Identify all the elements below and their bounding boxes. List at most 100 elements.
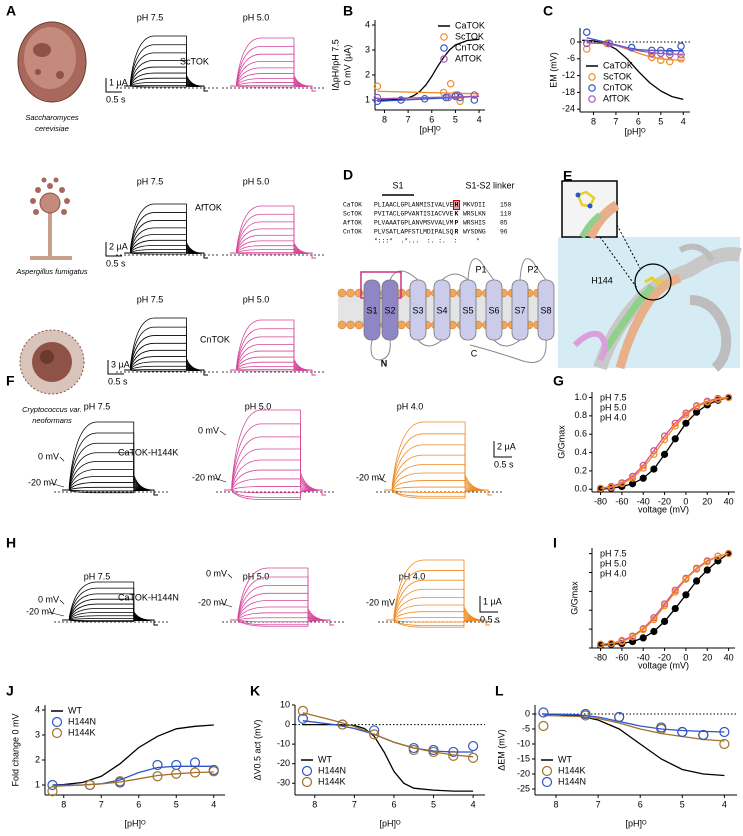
data-point	[171, 768, 182, 779]
voltage-label: 0 mV	[38, 594, 59, 604]
data-point	[448, 750, 459, 761]
legend-label: WT	[68, 705, 82, 715]
x-tick-label: 8	[312, 799, 317, 809]
scale-bar	[493, 441, 512, 458]
legend-swatch	[301, 765, 313, 777]
data-point	[677, 42, 685, 51]
x-tick-label: 7	[99, 799, 104, 809]
data-point	[650, 450, 658, 458]
data-point	[660, 436, 669, 444]
y-tick-label: 0	[525, 708, 530, 718]
residue-number: 96	[500, 229, 508, 236]
legend-swatch	[588, 84, 596, 92]
voltage-pointer	[377, 477, 387, 483]
current-trace	[124, 35, 208, 92]
condition-label: pH 5.0	[243, 12, 270, 22]
scale-bar	[479, 596, 498, 613]
voltage-label: -20 mV	[356, 472, 385, 482]
data-point	[639, 626, 647, 634]
current-trace	[230, 234, 316, 259]
sequence: PVITACLGPVANTISIACVVE	[374, 211, 454, 218]
current-trace	[230, 46, 316, 92]
voltage-label: 0 mV	[198, 425, 219, 435]
helix	[511, 279, 529, 341]
legend-label: ScTOK	[603, 71, 632, 81]
lipid-head	[354, 320, 364, 330]
legend-swatch	[51, 716, 63, 728]
condition-label: pH 4.0	[399, 571, 426, 581]
current-trace	[230, 319, 316, 376]
data-point	[47, 786, 58, 797]
organism-name: cerevisiae	[35, 124, 69, 133]
legend-label: WT	[558, 754, 572, 764]
legend-label: AfTOK	[455, 53, 482, 63]
current-trace	[230, 350, 316, 376]
x-tick-label: 8	[554, 799, 559, 809]
scale-time: 0.5 s	[108, 376, 128, 386]
data-point	[444, 93, 453, 102]
aspergillus	[30, 177, 72, 260]
voltage-pointer	[227, 573, 233, 579]
data-point	[373, 93, 382, 102]
data-point	[660, 450, 669, 458]
fit-line	[543, 713, 725, 733]
current-trace	[124, 66, 208, 92]
data-point	[152, 759, 163, 771]
voltage-pointer	[47, 611, 65, 617]
legend-label: H144N	[68, 716, 96, 726]
pore-loop-label: P1	[475, 264, 486, 274]
data-point	[468, 752, 479, 763]
helix	[459, 279, 477, 341]
data-point	[114, 776, 126, 787]
current-trace	[62, 432, 158, 496]
voltage-label: 0 mV	[38, 451, 59, 461]
current-trace	[230, 567, 334, 626]
current-trace	[62, 421, 158, 496]
y-tick-label: 0	[570, 36, 575, 46]
y-tick-label: -25	[517, 783, 530, 793]
organism-name: Aspergillus fumigatus	[15, 267, 88, 276]
data-point	[470, 91, 479, 99]
header: S1-S2 linker	[465, 180, 514, 190]
x-axis-label: [pH]ᴼ	[625, 818, 647, 828]
y-tick-label: 3	[35, 729, 40, 739]
data-point	[627, 43, 636, 52]
y-tick-label: -30	[277, 778, 290, 788]
sequence: PLVSATLAPFSTLMDIPALSQ	[374, 229, 454, 236]
data-point	[618, 480, 626, 488]
y-axis-label: 0 mV (µA)	[342, 45, 352, 86]
legend-swatch	[541, 776, 553, 788]
x-tick-label: 20	[702, 496, 712, 506]
data-point	[724, 393, 733, 402]
scale-time: 0.5 s	[494, 459, 514, 469]
fit-line	[586, 42, 684, 55]
y-tick-label: 1.0	[574, 392, 587, 402]
data-point	[719, 726, 730, 738]
data-point	[703, 566, 711, 574]
current-trace	[124, 234, 208, 259]
data-point	[682, 419, 690, 427]
data-point	[614, 711, 625, 723]
current-trace	[124, 212, 208, 259]
y-tick-label: 1	[35, 779, 40, 789]
legend-swatch	[588, 73, 596, 81]
data-point	[724, 549, 733, 558]
fit-line	[52, 771, 214, 787]
data-point	[677, 54, 685, 63]
x-tick-label: 6	[429, 114, 434, 124]
sequence: MKVDII	[463, 202, 486, 209]
x-tick-label: 0	[683, 496, 688, 506]
channel-name: ScTOK	[180, 56, 209, 66]
data-point	[703, 398, 711, 406]
legend-swatch	[588, 95, 596, 103]
data-point	[453, 91, 462, 99]
sequence: WRSHIS	[463, 220, 486, 227]
data-point	[596, 640, 605, 648]
x-tick-label: 7	[406, 114, 411, 124]
data-point	[538, 707, 549, 718]
x-tick-label: -60	[615, 496, 628, 506]
current-trace	[230, 67, 316, 92]
condition-label: pH 7.5	[84, 571, 111, 581]
scale-current: 2 µA	[497, 441, 516, 451]
